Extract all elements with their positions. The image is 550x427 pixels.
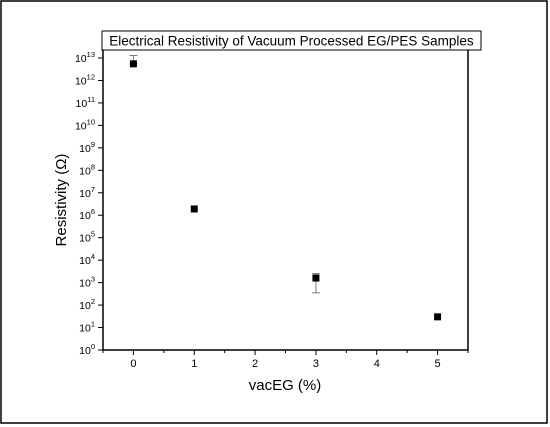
- y-tick-label: 108: [79, 162, 95, 177]
- y-tick-label: 100: [79, 342, 95, 357]
- y-tick-label: 1011: [76, 95, 95, 110]
- y-tick-label: 102: [79, 297, 95, 312]
- y-tick-label: 101: [79, 320, 95, 335]
- x-tick-label: 4: [374, 358, 380, 370]
- y-tick-label: 1010: [75, 117, 95, 132]
- data-point: [190, 205, 198, 213]
- x-tick-label: 1: [191, 358, 197, 370]
- data-point: [312, 274, 320, 282]
- y-axis-label: Resistivity (Ω): [53, 154, 70, 247]
- y-tick-label: 105: [79, 230, 95, 245]
- x-axis-label: vacEG (%): [249, 377, 322, 394]
- y-tick-label: 106: [79, 207, 95, 222]
- x-tick-label: 3: [313, 358, 319, 370]
- y-tick-label: 1012: [75, 72, 95, 87]
- y-tick-label: 1013: [75, 50, 95, 65]
- data-points: [129, 60, 442, 321]
- chart-title: Electrical Resistivity of Vacuum Process…: [101, 30, 482, 51]
- x-axis-ticks: 0 1 2 3 4 5: [102, 350, 469, 370]
- data-point: [434, 313, 442, 321]
- y-tick-label: 103: [79, 275, 95, 290]
- y-tick-label: 107: [79, 185, 95, 200]
- x-tick-label: 0: [130, 358, 136, 370]
- title-text: Electrical Resistivity of Vacuum Process…: [109, 34, 474, 49]
- x-tick-label: 2: [252, 358, 258, 370]
- title-box: [101, 30, 482, 51]
- y-axis-ticks: 100 101 102 103 104 105 106 107 108 109 1010 1011 10…: [75, 50, 103, 357]
- y-tick-label: 109: [79, 140, 95, 155]
- data-point: [129, 60, 137, 68]
- y-tick-label: 104: [79, 252, 95, 267]
- x-tick-label: 5: [435, 358, 441, 370]
